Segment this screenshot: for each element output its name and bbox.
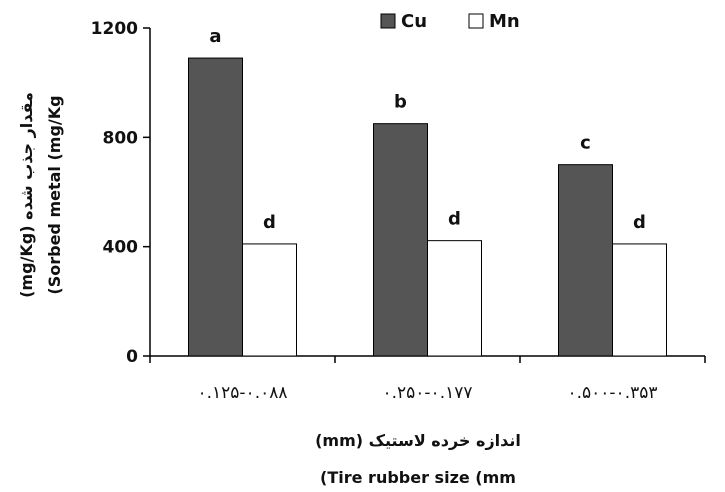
legend-label-cu: Cu: [401, 11, 427, 32]
y-tick-label: 800: [103, 128, 139, 148]
legend-swatch-mn: [468, 13, 484, 29]
y-tick-label: 400: [103, 238, 139, 258]
bar-mn: [242, 243, 297, 357]
bar-significance-label: c: [580, 133, 591, 154]
x-axis-title-english: (Tire rubber size (mm: [320, 468, 516, 487]
bar-significance-label: d: [263, 212, 276, 233]
x-tick-label: ۰.۲۵۰-۰.۱۷۷: [383, 383, 473, 403]
bar-significance-label: d: [633, 212, 646, 233]
bar-cu: [558, 164, 613, 357]
bar-letter-labels: a b c d d d: [209, 26, 646, 233]
bar-cu: [188, 57, 243, 357]
legend-swatch-cu: [380, 13, 396, 29]
bar-mn: [612, 243, 667, 357]
x-tick-label: ۰.۵۰۰-۰.۳۵۳: [568, 383, 658, 403]
bar-significance-label: a: [209, 26, 221, 47]
bar-mn: [427, 240, 482, 357]
bar-significance-label: d: [448, 209, 461, 230]
bar-significance-label: b: [394, 92, 407, 113]
bars: [188, 57, 667, 357]
x-tick-label: ۰.۱۲۵-۰.۰۸۸: [198, 383, 288, 403]
y-tick-label: 0: [126, 347, 138, 367]
bar-cu: [373, 123, 428, 357]
y-axis-title-persian: مقدار جذب شده (mg/Kg): [17, 92, 36, 298]
x-axis-title-persian: اندازه خرده لاستیک (mm): [315, 431, 521, 450]
y-tick-label: 1200: [91, 19, 138, 39]
legend: Cu Mn: [380, 11, 520, 32]
legend-label-mn: Mn: [489, 11, 520, 32]
y-axis-title-english: (Sorbed metal (mg/Kg: [45, 95, 64, 294]
